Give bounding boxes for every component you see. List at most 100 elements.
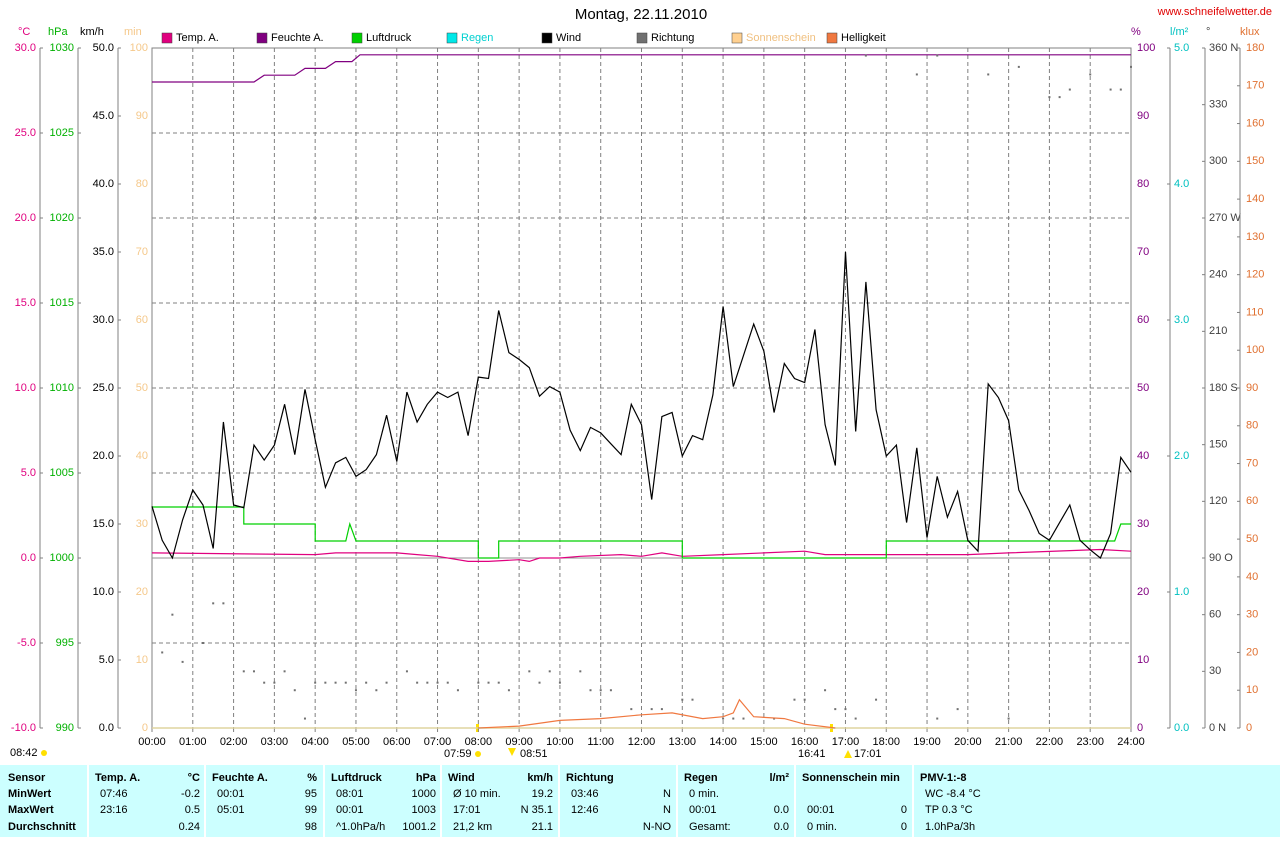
table-header: Sensor — [8, 772, 46, 784]
sun-time: 17:01 — [854, 748, 882, 760]
table-header: PMV-1:-8 — [920, 772, 966, 784]
direction-dot — [722, 717, 725, 720]
x-tick-label: 21:00 — [995, 736, 1023, 748]
direction-dot — [375, 689, 378, 692]
direction-dot — [416, 681, 419, 684]
direction-dot — [987, 73, 990, 76]
sun-icon — [844, 750, 852, 758]
table-cell: WC -8.4 °C — [925, 788, 981, 800]
legend-label: Temp. A. — [176, 32, 219, 44]
y-tick-label: -10.0 — [11, 722, 36, 734]
direction-dot — [589, 689, 592, 692]
direction-dot — [548, 670, 551, 673]
y-tick-label: 170 — [1246, 80, 1264, 92]
table-cell: 0 min. — [689, 788, 719, 800]
direction-dot — [538, 681, 541, 684]
direction-dot — [1089, 73, 1092, 76]
y-tick-label: 10.0 — [93, 586, 114, 598]
y-tick-label: 1030 — [50, 42, 74, 54]
y-tick-label: 40 — [1137, 450, 1149, 462]
x-tick-label: 16:00 — [791, 736, 819, 748]
x-tick-label: 09:00 — [505, 736, 533, 748]
y-tick-label: 20 — [1246, 646, 1258, 658]
table-unit: l/m² — [769, 772, 789, 784]
series-line — [151, 251, 1132, 560]
x-tick-label: 22:00 — [1036, 736, 1064, 748]
table-cell: 0.5 — [185, 804, 200, 816]
direction-dot — [579, 670, 582, 673]
legend-label: Regen — [461, 32, 493, 44]
legend-label: Sonnenschein — [746, 32, 816, 44]
y-tick-label: 0 — [1246, 722, 1252, 734]
y-tick-label: 70 — [1137, 246, 1149, 258]
y-tick-label: 15.0 — [93, 518, 114, 530]
y-tick-label: 30 — [1209, 665, 1221, 677]
y-tick-label: 80 — [1246, 420, 1258, 432]
x-tick-label: 23:00 — [1076, 736, 1104, 748]
direction-dot — [956, 708, 959, 711]
y-tick-label: 0.0 — [21, 552, 36, 564]
y-tick-label: 40 — [1246, 571, 1258, 583]
table-cell: N — [663, 804, 671, 816]
y-tick-label: 150 — [1209, 439, 1227, 451]
direction-dot — [834, 708, 837, 711]
direction-dot — [426, 681, 429, 684]
direction-dot — [273, 681, 276, 684]
x-tick-label: 03:00 — [261, 736, 289, 748]
direction-dot — [477, 681, 480, 684]
table-cell: 08:01 — [336, 788, 364, 800]
direction-dot — [650, 708, 653, 711]
x-tick-label: 05:00 — [342, 736, 370, 748]
y-tick-label: 0 — [142, 722, 148, 734]
y-tick-label: 25.0 — [93, 382, 114, 394]
axis-unit: l/m² — [1170, 26, 1189, 38]
table-header: Sonnenschein min — [802, 772, 900, 784]
y-tick-label: 90 O — [1209, 552, 1233, 564]
direction-dot — [344, 681, 347, 684]
direction-dot — [161, 651, 164, 654]
direction-dot — [1119, 88, 1122, 91]
y-tick-label: 70 — [1246, 457, 1258, 469]
y-tick-label: 60 — [1209, 609, 1221, 621]
y-tick-label: 5.0 — [99, 654, 114, 666]
table-cell: TP 0.3 °C — [925, 804, 973, 816]
y-tick-label: 330 — [1209, 99, 1227, 111]
table-cell: 1000 — [412, 788, 436, 800]
x-tick-label: 15:00 — [750, 736, 778, 748]
table-header: Temp. A. — [95, 772, 140, 784]
series-line — [478, 698, 836, 729]
y-tick-label: 140 — [1246, 193, 1264, 205]
table-cell: 0 — [901, 821, 907, 833]
table-cell: Gesamt: — [689, 821, 731, 833]
table-cell: 00:01 — [336, 804, 364, 816]
y-tick-label: 30 — [1137, 518, 1149, 530]
y-tick-label: 0 N — [1209, 722, 1226, 734]
y-tick-label: 1020 — [50, 212, 74, 224]
direction-dot — [487, 681, 490, 684]
direction-dot — [263, 681, 266, 684]
table-cell: 07:46 — [100, 788, 128, 800]
x-tick-label: 12:00 — [628, 736, 656, 748]
direction-dot — [436, 681, 439, 684]
direction-dot — [681, 698, 684, 701]
table-cell: Ø 10 min. — [453, 788, 501, 800]
y-tick-label: 120 — [1209, 495, 1227, 507]
x-tick-label: 19:00 — [913, 736, 941, 748]
direction-dot — [742, 717, 745, 720]
table-header: Luftdruck — [331, 772, 383, 784]
x-tick-label: 20:00 — [954, 736, 982, 748]
y-tick-label: 5.0 — [1174, 42, 1189, 54]
direction-dot — [793, 698, 796, 701]
direction-dot — [385, 681, 388, 684]
table-cell: 03:46 — [571, 788, 599, 800]
y-tick-label: 990 — [56, 722, 74, 734]
y-tick-label: 4.0 — [1174, 178, 1189, 190]
direction-dot — [293, 689, 296, 692]
direction-dot — [334, 681, 337, 684]
y-tick-label: 15.0 — [15, 297, 36, 309]
table-cell: 1.0hPa/3h — [925, 821, 975, 833]
direction-dot — [915, 73, 918, 76]
axis-unit: °C — [18, 26, 30, 38]
y-tick-label: 3.0 — [1174, 314, 1189, 326]
